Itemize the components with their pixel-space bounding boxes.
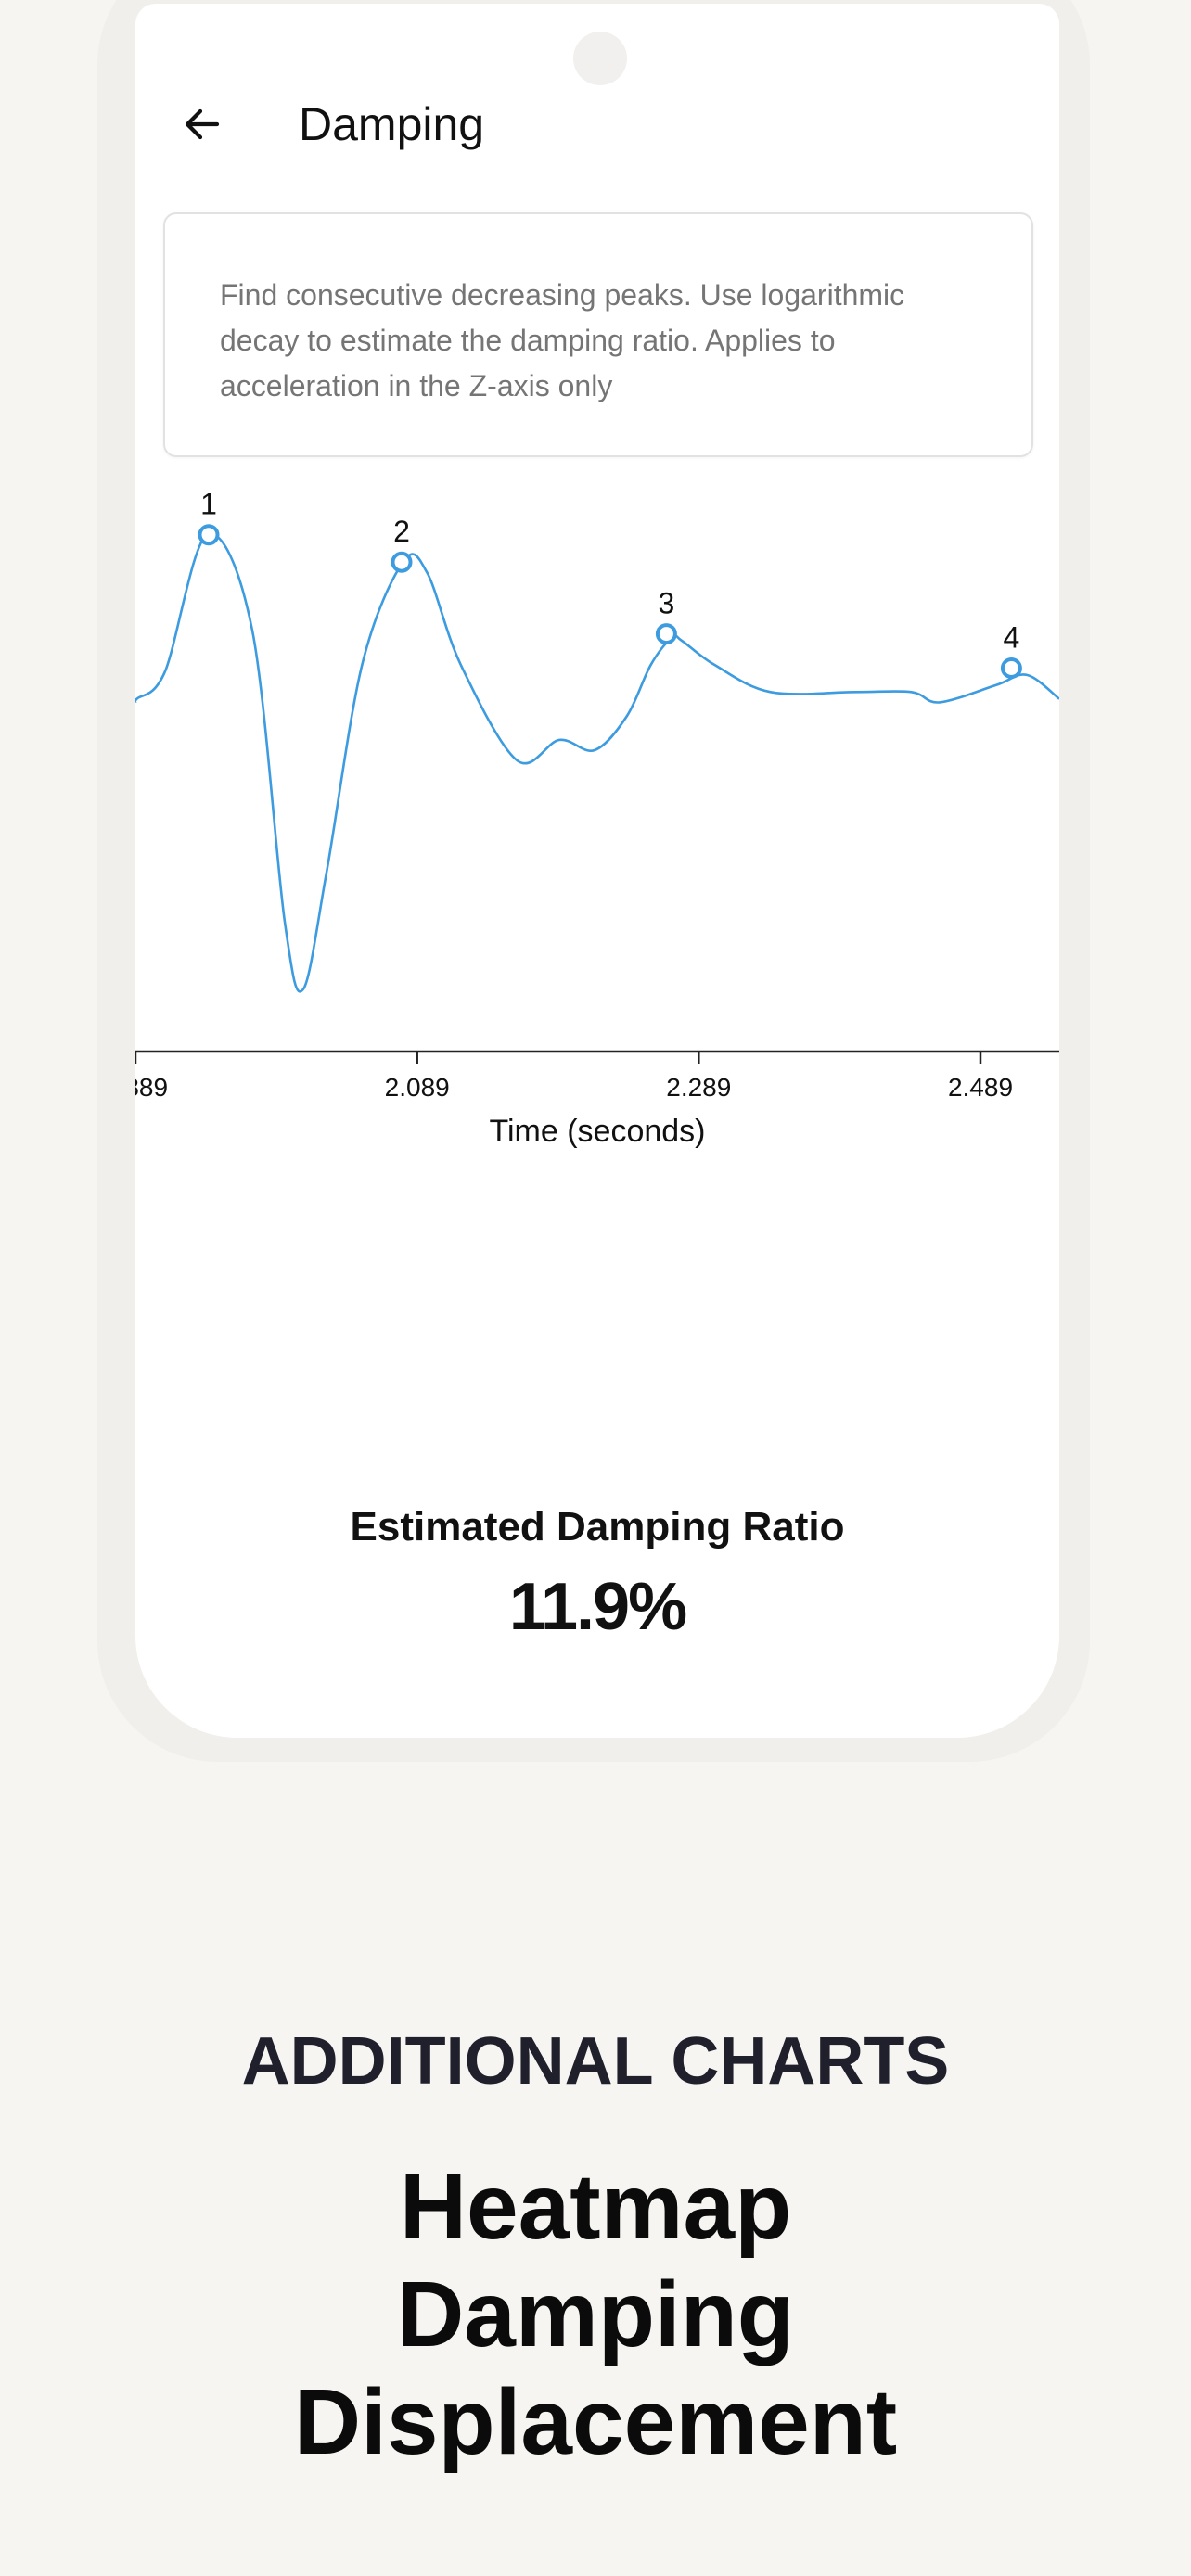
back-button[interactable]	[169, 91, 236, 158]
series-line	[135, 532, 1059, 993]
arrow-left-icon	[185, 108, 220, 140]
peak-label: 3	[659, 587, 675, 620]
peak-marker[interactable]	[198, 524, 220, 546]
screen-title: Damping	[299, 98, 485, 150]
phone-screen: Damping Find consecutive decreasing peak…	[135, 4, 1059, 1738]
chart-peak-layer: 1 2 3 4	[198, 488, 1022, 679]
peak-label: 2	[393, 515, 410, 548]
section-eyebrow: ADDITIONAL CHARTS	[241, 2024, 950, 2098]
info-text: Find consecutive decreasing peaks. Use l…	[220, 278, 905, 402]
x-tick-label: 1.889	[135, 1073, 168, 1102]
x-axis-label: Time (seconds)	[489, 1114, 705, 1149]
x-tick-label: 2.089	[385, 1073, 450, 1102]
chart-line-layer	[135, 532, 1059, 993]
result-label: Estimated Damping Ratio	[350, 1504, 845, 1549]
camera-dot	[573, 32, 627, 85]
feature-list: Heatmap Damping Displacement	[0, 2153, 1191, 2476]
x-tick-label: 2.489	[948, 1073, 1013, 1102]
peak-label: 1	[200, 488, 217, 521]
peak-marker[interactable]	[1000, 657, 1022, 679]
peak-marker[interactable]	[655, 623, 677, 645]
x-tick-label: 2.289	[666, 1073, 731, 1102]
peak-marker[interactable]	[391, 551, 413, 573]
chart-tick-layer: 1.889 2.089 2.289 2.489	[135, 1052, 1013, 1102]
feature-item: Heatmap	[399, 2155, 792, 2259]
info-card: Find consecutive decreasing peaks. Use l…	[163, 212, 1033, 457]
feature-item: Damping	[397, 2263, 794, 2366]
app-bar: Damping	[135, 69, 1059, 180]
peak-label: 4	[1004, 621, 1020, 655]
result-value: 11.9%	[508, 1570, 687, 1644]
feature-item: Displacement	[293, 2370, 898, 2474]
damping-chart: 1 2 3 4 1.889 2.089 2.289 2.489 Time (seconds)	[135, 488, 1059, 1149]
